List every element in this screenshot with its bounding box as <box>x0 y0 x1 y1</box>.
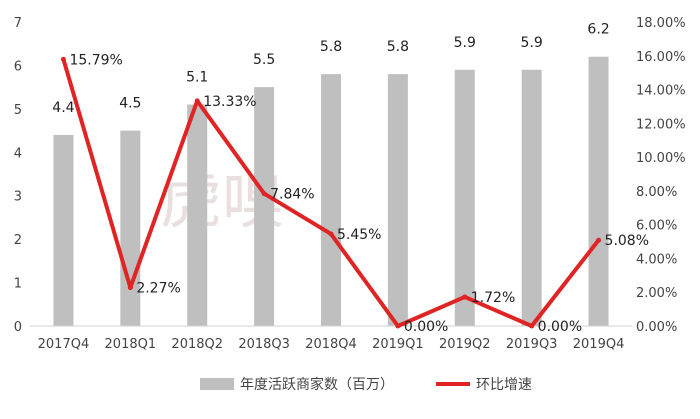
bar <box>521 69 542 327</box>
x-tick-label: 2019Q4 <box>573 337 625 352</box>
y-right-tick-label: 2.00% <box>636 286 677 301</box>
bar-data-label: 5.8 <box>387 39 409 55</box>
line-data-label: 0.00% <box>538 319 582 335</box>
line-data-label: 2.27% <box>136 281 180 297</box>
bar <box>120 130 141 326</box>
bar-data-label: 5.9 <box>454 35 476 51</box>
line-point <box>529 323 535 329</box>
line-data-label: 1.72% <box>471 290 515 306</box>
y-right-tick-label: 18.00% <box>636 16 686 31</box>
bar <box>588 56 609 326</box>
bar <box>454 69 475 327</box>
line-data-label: 15.79% <box>69 52 122 68</box>
x-tick-label: 2017Q4 <box>38 337 90 352</box>
y-left-tick-label: 6 <box>14 59 22 74</box>
x-tick-label: 2018Q2 <box>171 337 223 352</box>
line-data-label: 5.45% <box>337 227 381 243</box>
line-point <box>60 56 66 62</box>
y-right-tick-label: 0.00% <box>636 320 677 335</box>
bar <box>387 74 408 326</box>
line-point <box>261 191 267 197</box>
bar <box>187 104 208 326</box>
y-left-tick-label: 0 <box>14 320 22 335</box>
bar-data-label: 5.1 <box>186 70 208 86</box>
line-point <box>194 98 200 104</box>
x-tick-label: 2019Q3 <box>506 337 558 352</box>
y-right-tick-label: 8.00% <box>636 185 677 200</box>
y-right-tick-label: 16.00% <box>636 50 686 65</box>
bar-data-label: 4.5 <box>119 96 141 112</box>
bar <box>321 74 341 326</box>
bar-data-label: 5.9 <box>521 35 543 51</box>
line-data-label: 5.08% <box>605 233 649 249</box>
y-left-tick-label: 4 <box>14 146 22 161</box>
line-data-label: 13.33% <box>203 94 256 110</box>
line-point <box>462 294 468 300</box>
y-left-tick-label: 3 <box>14 190 22 205</box>
y-right-tick-label: 14.00% <box>636 84 686 99</box>
legend-label-line: 环比增速 <box>476 377 532 393</box>
y-left-tick-label: 1 <box>14 277 22 292</box>
y-left-tick-label: 5 <box>14 103 22 118</box>
line-point <box>328 231 334 237</box>
line-data-label: 7.84% <box>270 187 314 203</box>
legend-label-bar: 年度活跃商家数（百万） <box>240 376 394 393</box>
y-left-tick-label: 7 <box>14 16 22 31</box>
x-tick-label: 2018Q1 <box>105 337 157 352</box>
y-right-tick-label: 12.00% <box>636 117 686 132</box>
bar-data-label: 5.8 <box>320 39 342 55</box>
bar <box>53 134 74 326</box>
line-data-label: 0.00% <box>404 319 448 335</box>
legend-swatch-bar <box>200 378 234 390</box>
x-tick-label: 2019Q2 <box>439 337 491 352</box>
y-left-tick-label: 2 <box>14 233 22 248</box>
y-right-tick-label: 10.00% <box>636 151 686 166</box>
line-point <box>596 237 602 243</box>
y-right-tick-label: 6.00% <box>636 219 677 234</box>
bar-data-label: 5.5 <box>253 52 275 68</box>
x-tick-label: 2018Q3 <box>238 337 290 352</box>
line-point <box>127 285 133 291</box>
x-tick-label: 2019Q1 <box>372 337 424 352</box>
x-tick-label: 2018Q4 <box>305 337 357 352</box>
line-point <box>395 323 401 329</box>
bar-data-label: 4.4 <box>52 100 74 116</box>
bar <box>254 87 275 327</box>
y-right-tick-label: 4.00% <box>636 252 677 267</box>
bar-data-label: 6.2 <box>587 22 609 38</box>
